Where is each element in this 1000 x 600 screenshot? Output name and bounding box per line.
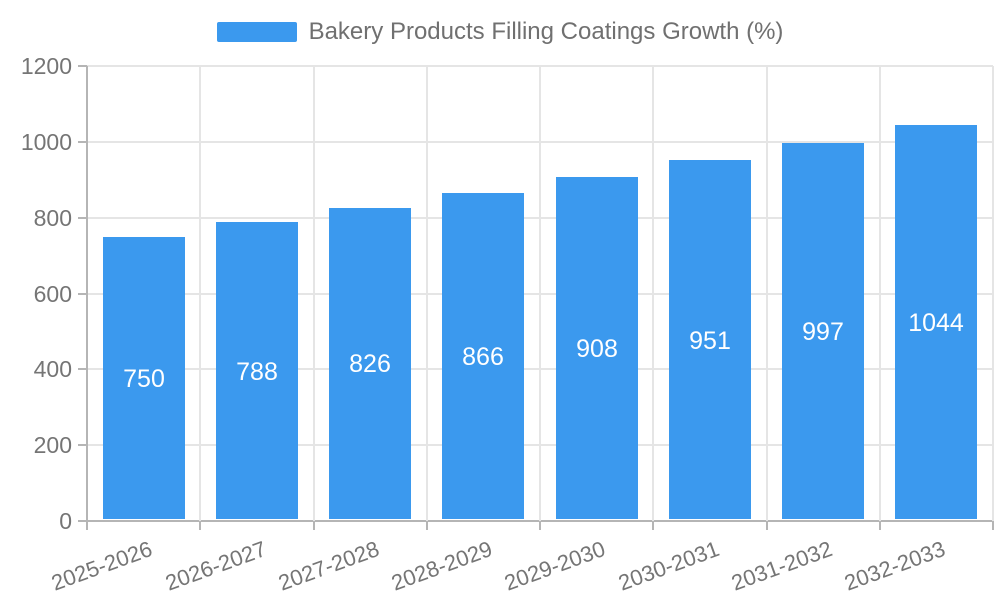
- x-tick-mark: [86, 521, 88, 530]
- y-tick-mark: [78, 140, 87, 143]
- x-tick-mark: [992, 521, 994, 530]
- x-gridline: [425, 66, 428, 521]
- y-tick-label: 0: [59, 508, 72, 534]
- x-tick-mark: [652, 521, 655, 530]
- x-gridline: [992, 66, 994, 521]
- bar-2029-2030[interactable]: 908: [556, 176, 638, 519]
- x-tick-mark: [539, 521, 541, 530]
- x-tick-label: 2029-2030: [501, 536, 609, 596]
- bar-value-label: 997: [802, 317, 844, 346]
- y-tick-mark: [78, 444, 87, 447]
- bar-value-label: 908: [576, 334, 618, 363]
- bar-value-label: 826: [349, 350, 391, 379]
- bar-2028-2029[interactable]: 866: [442, 192, 524, 519]
- x-tick-mark: [199, 521, 202, 530]
- x-tick-label: 2031-2032: [727, 536, 836, 596]
- y-tick-mark: [78, 216, 87, 219]
- bar-2032-2033[interactable]: 1044: [895, 125, 977, 519]
- y-tick-label: 200: [33, 432, 72, 459]
- y-tick-mark: [78, 520, 87, 522]
- x-tick-mark: [765, 521, 768, 530]
- x-tick-mark: [425, 521, 428, 530]
- x-tick-label: 2028-2029: [388, 536, 496, 596]
- x-gridline: [199, 66, 202, 521]
- y-axis-line: [86, 66, 88, 521]
- x-tick-mark: [878, 521, 881, 530]
- y-tick-label: 800: [33, 204, 72, 231]
- x-gridline: [539, 66, 541, 521]
- y-tick-label: 1200: [20, 53, 72, 79]
- x-tick-label: 2032-2033: [841, 536, 949, 596]
- legend-swatch: [216, 22, 297, 42]
- x-tick-label: 2025-2026: [48, 536, 156, 596]
- y-tick-mark: [78, 368, 87, 371]
- y-tick-label: 400: [33, 356, 72, 383]
- bar-value-label: 788: [236, 357, 278, 386]
- x-tick-label: 2030-2031: [614, 536, 723, 596]
- bar-2025-2026[interactable]: 750: [103, 236, 185, 519]
- x-tick-label: 2027-2028: [274, 536, 383, 596]
- x-gridline: [765, 66, 768, 521]
- y-tick-label: 1000: [20, 128, 72, 155]
- x-gridline: [312, 66, 315, 521]
- y-tick-mark: [78, 292, 87, 295]
- x-tick-label: 2026-2027: [161, 536, 270, 596]
- x-gridline: [652, 66, 655, 521]
- bar-value-label: 951: [689, 326, 731, 355]
- y-tick-label: 600: [33, 280, 72, 307]
- bar-2030-2031[interactable]: 951: [669, 160, 751, 519]
- x-gridline: [878, 66, 881, 521]
- bar-value-label: 866: [462, 342, 504, 371]
- bar-value-label: 1044: [908, 309, 964, 338]
- bar-2027-2028[interactable]: 826: [329, 207, 411, 519]
- bar-2031-2032[interactable]: 997: [782, 142, 864, 519]
- bar-value-label: 750: [123, 364, 165, 393]
- legend[interactable]: Bakery Products Filling Coatings Growth …: [0, 18, 1000, 46]
- x-tick-mark: [312, 521, 315, 530]
- y-tick-mark: [78, 65, 87, 67]
- chart-title: Bakery Products Filling Coatings Growth …: [308, 18, 784, 45]
- bar-2026-2027[interactable]: 788: [216, 222, 298, 519]
